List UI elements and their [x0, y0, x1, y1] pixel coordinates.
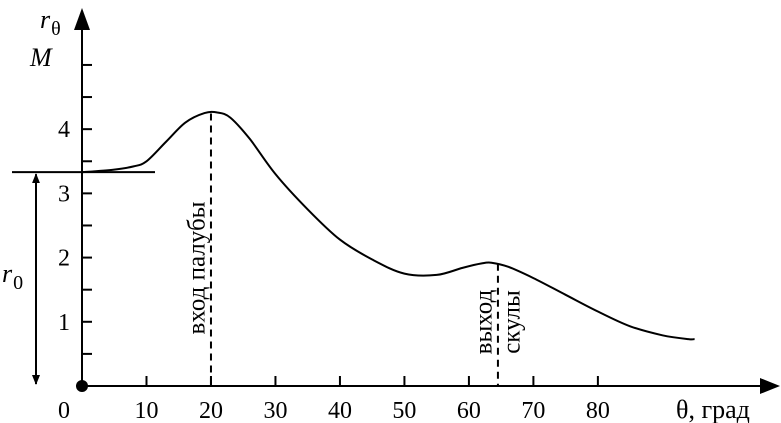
- annotation-label: выход: [470, 289, 497, 354]
- x-axis-label: θ, град: [676, 395, 750, 423]
- r0-label: r0: [2, 259, 23, 294]
- x-tick-label: 60: [457, 398, 481, 423]
- y-tick-label: 2: [58, 246, 70, 272]
- x-axis-arrow: [760, 378, 780, 394]
- x-tick-label: 70: [521, 398, 545, 423]
- x-tick-label: 50: [392, 398, 416, 423]
- x-ticks: 0 10 20 30 40 50 60 70 80: [58, 376, 610, 423]
- y-axis-unit: M: [29, 43, 53, 72]
- x-tick-label: 20: [199, 398, 223, 423]
- y-axis-label-subscript: θ: [51, 18, 61, 40]
- x-tick-label: 40: [328, 398, 352, 423]
- y-tick-label: 1: [58, 310, 70, 336]
- y-axis-label: rθ: [40, 5, 61, 40]
- y-ticks: 1 2 3 4: [58, 63, 92, 355]
- series-line: [81, 110, 695, 341]
- x-tick-label: 80: [586, 398, 610, 423]
- x-tick-label: 0: [58, 398, 70, 423]
- x-tick-label: 10: [134, 398, 158, 423]
- y-axis-arrow: [74, 8, 90, 30]
- y-tick-label: 4: [58, 117, 70, 143]
- annotation-label: скулы: [498, 290, 525, 354]
- y-tick-label: 3: [58, 181, 70, 207]
- annotation-label: вход палубы: [183, 201, 210, 334]
- origin-dot: [76, 380, 88, 392]
- annotations: вход палубы выход скулы: [183, 113, 525, 386]
- r0-label-subscript: 0: [13, 272, 23, 294]
- x-tick-label: 30: [263, 398, 287, 423]
